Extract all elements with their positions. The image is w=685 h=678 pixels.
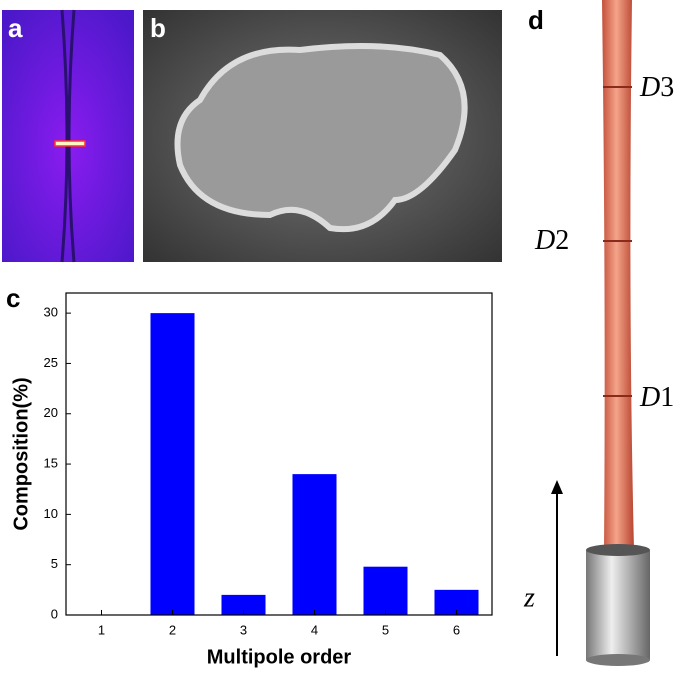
y-tick-label: 5: [51, 556, 58, 571]
diameter-letter: D: [639, 382, 660, 413]
diameter-index: 1: [660, 382, 674, 413]
diameter-letter: D: [534, 225, 555, 256]
x-tick-label: 3: [240, 622, 247, 637]
y-axis-title: Composition(%): [10, 377, 32, 530]
fiber: [602, 0, 634, 550]
diameter-label: D3: [639, 72, 674, 103]
x-tick-label: 4: [311, 622, 318, 637]
cylinder-bottom: [586, 654, 650, 666]
taper-edges: [60, 9, 76, 263]
diameter-label: D2: [534, 225, 569, 256]
arrow-head: [551, 480, 563, 494]
bar-chart: 0 5 10 15 20 25 30 1 2 3 4 5 6 Multipole order Composi…: [10, 292, 493, 668]
y-tick-label: 15: [44, 456, 58, 471]
panel-label: b: [150, 13, 166, 43]
diameter-index: 2: [555, 225, 569, 256]
z-label: z: [523, 582, 535, 613]
y-tick-label: 30: [44, 305, 58, 320]
laser-spot: [54, 140, 86, 147]
cylinder: [586, 550, 650, 660]
x-tick-label: 2: [169, 622, 176, 637]
y-tick-label: 0: [51, 606, 58, 621]
diameter-index: 3: [660, 72, 674, 103]
y-tick-label: 10: [44, 506, 58, 521]
cylinder-top: [586, 544, 650, 556]
bar: [150, 313, 195, 615]
plot-frame: [65, 292, 493, 616]
y-tick-label: 25: [44, 355, 58, 370]
x-axis-title: Multipole order: [207, 646, 352, 668]
bar: [221, 594, 266, 615]
bar: [292, 474, 337, 615]
panel-label: c: [6, 283, 20, 313]
x-tick-label: 5: [382, 622, 389, 637]
diameter-label: D1: [639, 382, 674, 413]
y-tick-label: 20: [44, 405, 58, 420]
panel-label: a: [8, 13, 23, 43]
cross-section: [174, 43, 468, 233]
bar: [363, 566, 408, 615]
diameter-letter: D: [639, 72, 660, 103]
panel-label: d: [528, 5, 544, 35]
x-tick-label: 1: [98, 622, 105, 637]
x-tick-label: 6: [453, 622, 460, 637]
